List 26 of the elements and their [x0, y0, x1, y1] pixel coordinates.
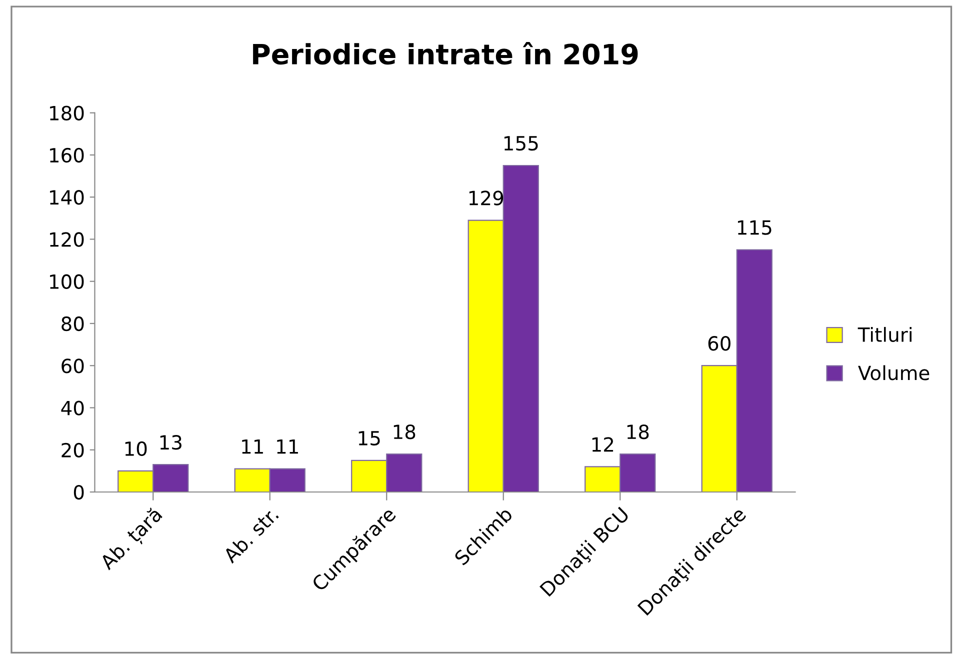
y-tick-label: 100	[50, 274, 84, 290]
data-label: 115	[738, 220, 772, 235]
y-tick-label: 20	[62, 442, 84, 458]
data-label: 10	[125, 441, 147, 456]
y-tick-label: 40	[61, 400, 84, 416]
chart-title: Periodice intrate în 2019	[253, 42, 638, 65]
data-label: 18	[627, 424, 649, 440]
y-tick-label: 0	[74, 484, 84, 500]
x-tick-label: Ab. str.	[222, 506, 280, 564]
data-label: 129	[469, 190, 504, 206]
y-tick-label: 120	[50, 232, 84, 247]
y-tick-label: 80	[62, 316, 84, 332]
legend-label: Volume	[858, 365, 930, 380]
y-tick-label: 180	[50, 106, 84, 120]
data-label: 13	[160, 435, 182, 450]
data-label: 11	[242, 439, 263, 454]
y-tick-label: 60	[62, 358, 84, 374]
y-tick-label: 140	[50, 190, 84, 205]
data-label: 12	[592, 437, 614, 452]
data-label: 60	[708, 336, 730, 351]
y-tick-label: 160	[50, 148, 84, 163]
data-label: 11	[277, 439, 298, 454]
data-label: 15	[358, 431, 380, 446]
data-label: 155	[504, 136, 538, 151]
data-label: 18	[394, 424, 416, 440]
legend-label: Titluri	[858, 326, 912, 342]
